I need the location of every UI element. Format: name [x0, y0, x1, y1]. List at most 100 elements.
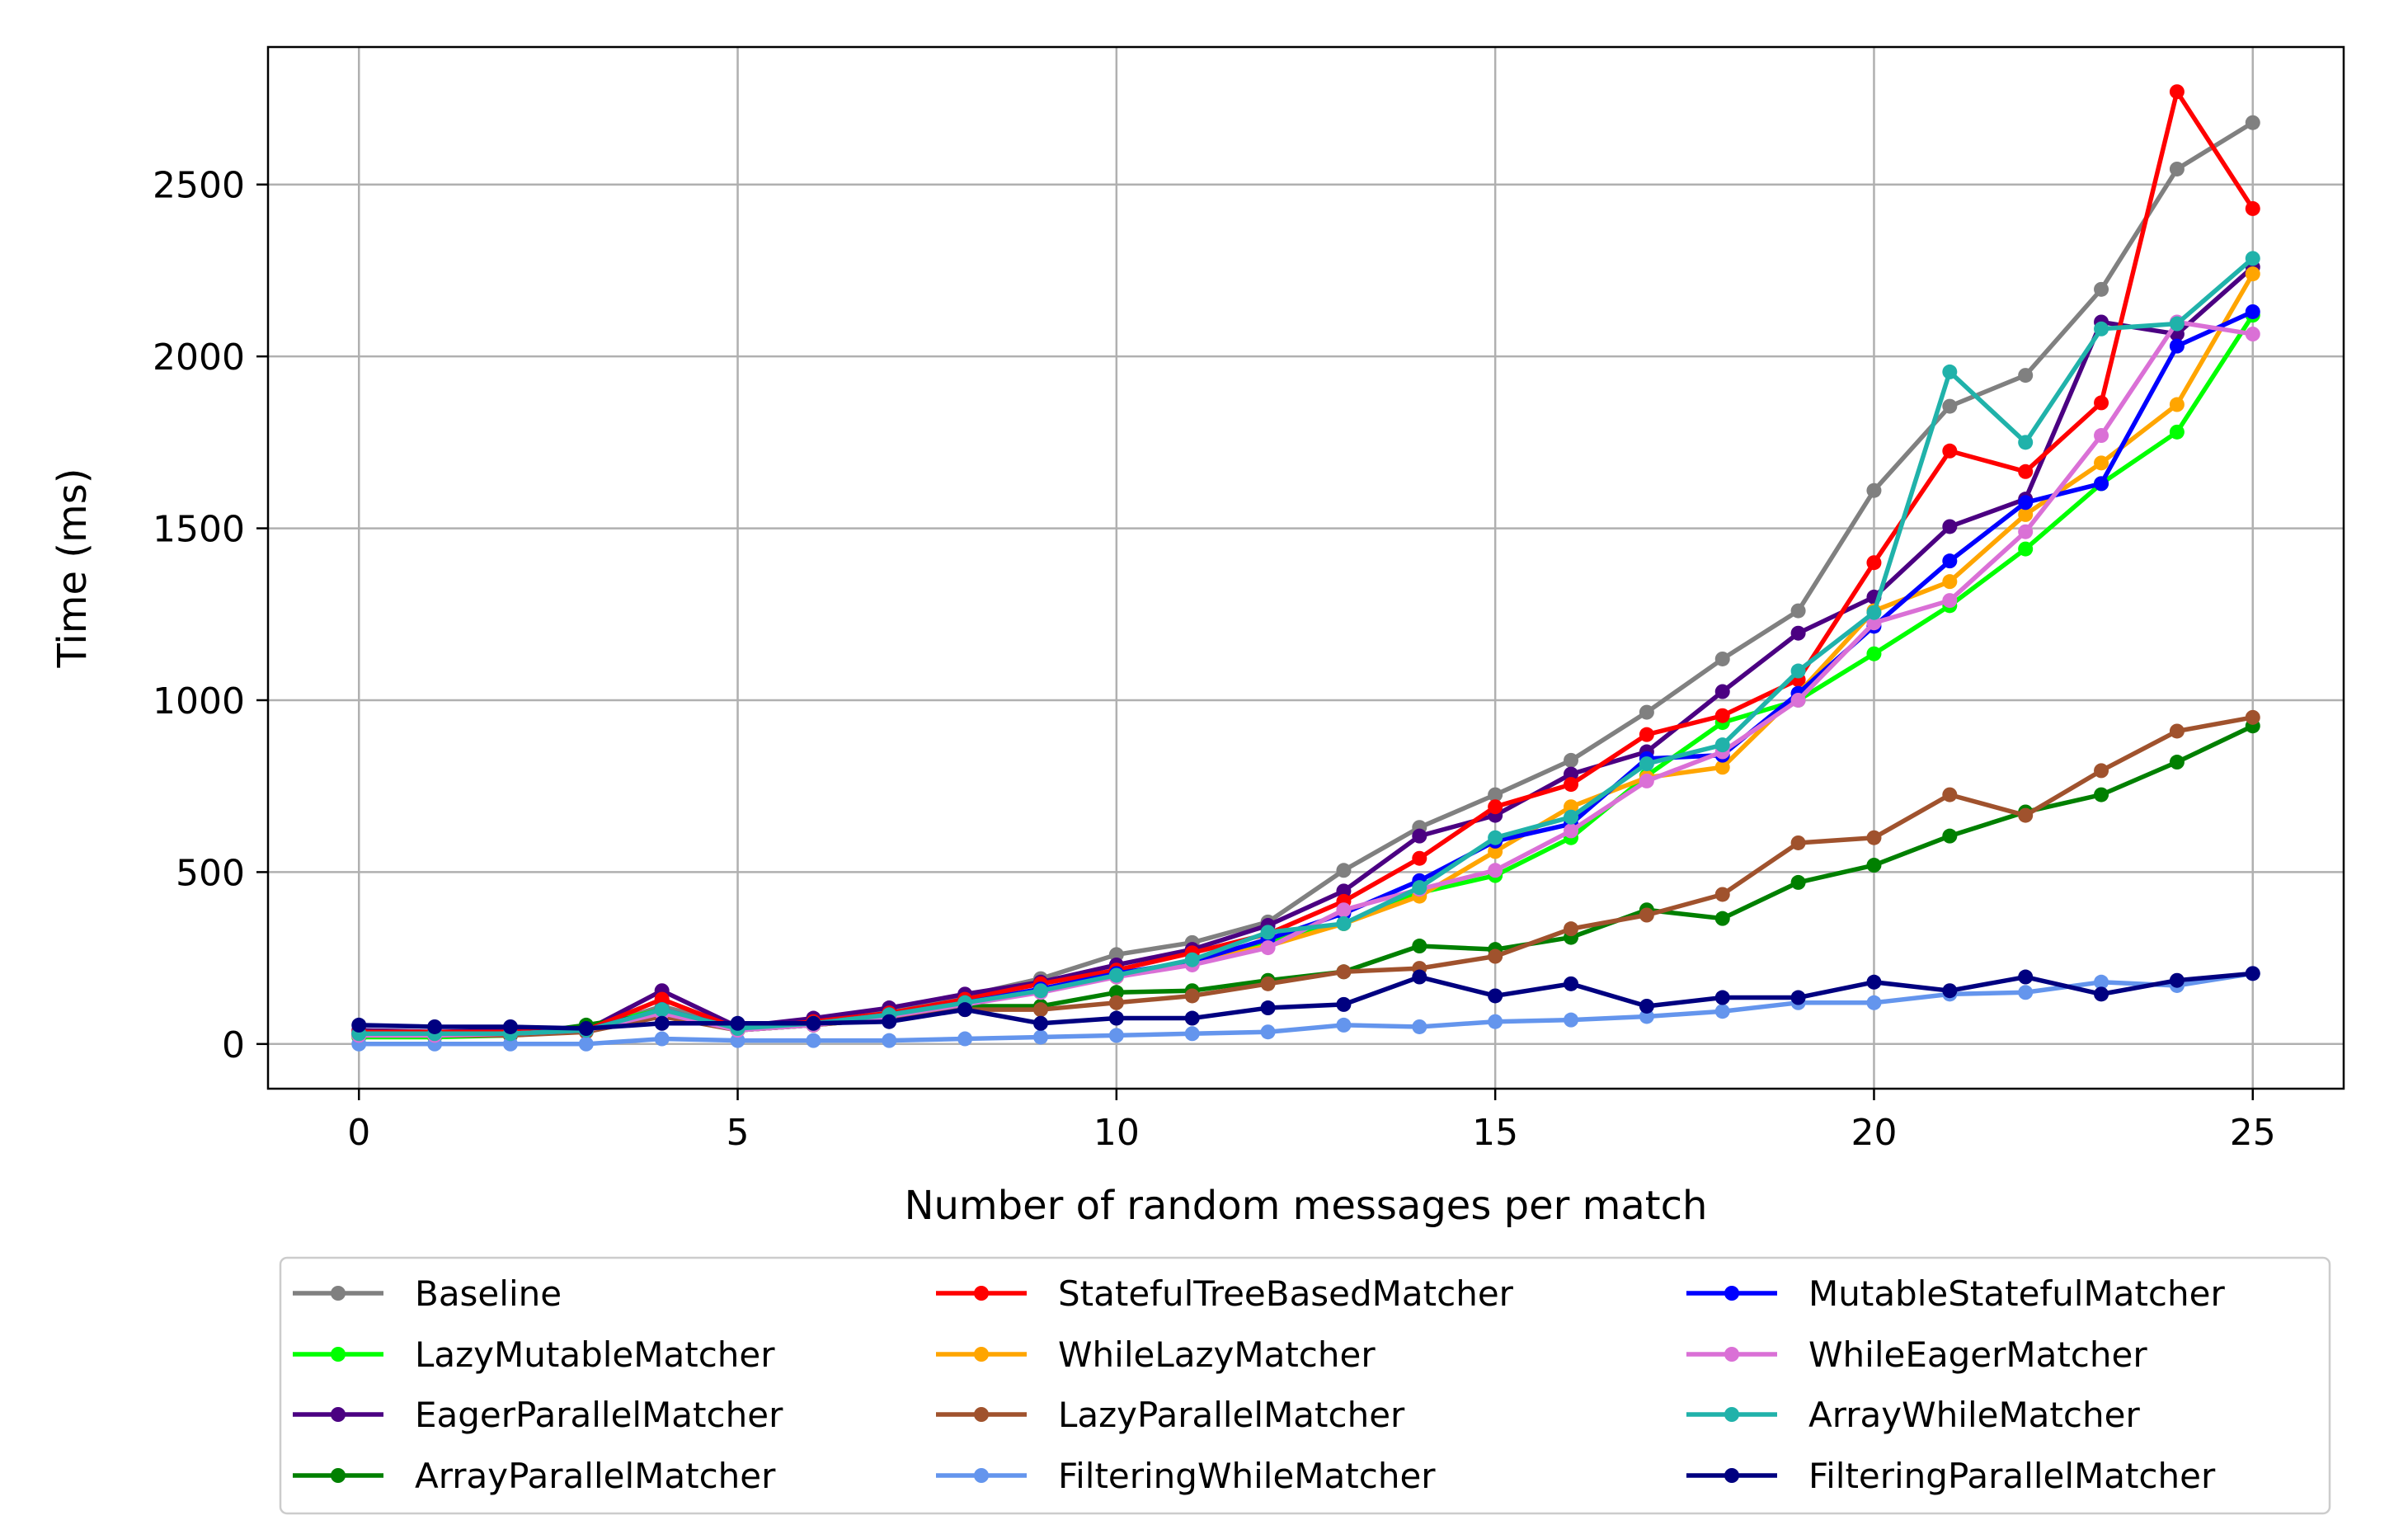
data-point [1639, 704, 1654, 720]
data-point [1866, 482, 1882, 498]
data-point [1790, 990, 1806, 1005]
data-point [1564, 809, 1579, 825]
legend-entry: ArrayWhileMatcher [1686, 1395, 2140, 1435]
legend-entry: MutableStatefulMatcher [1686, 1273, 2225, 1314]
data-point [1866, 995, 1882, 1010]
data-point [2169, 161, 2185, 176]
data-point [2094, 281, 2109, 297]
data-point [1564, 766, 1579, 782]
data-point [1564, 799, 1579, 815]
data-point [1866, 830, 1882, 845]
data-point [1488, 863, 1503, 878]
data-point [1790, 603, 1806, 619]
data-point [806, 1015, 821, 1031]
data-point [2169, 84, 2185, 100]
data-point [1639, 727, 1654, 742]
legend-entry: FilteringWhileMatcher [936, 1456, 1436, 1496]
data-point [2245, 709, 2260, 725]
data-point [1942, 787, 1958, 802]
data-point [1639, 998, 1654, 1014]
plot-frame [266, 45, 2345, 1090]
data-point [1714, 684, 1730, 699]
data-point [654, 1002, 670, 1018]
data-point [1564, 976, 1579, 991]
series-lines [351, 84, 2260, 1052]
data-point [2245, 966, 2260, 981]
legend: Baseline LazyMutableMatcher EagerParallelM… [279, 1256, 2331, 1515]
data-point [1108, 995, 1124, 1010]
legend-label: ArrayParallelMatcher [415, 1456, 776, 1496]
data-point [730, 1033, 745, 1048]
legend-entry: EagerParallelMatcher [293, 1395, 783, 1435]
data-point [1639, 756, 1654, 772]
data-point [1564, 777, 1579, 793]
legend-marker [1724, 1468, 1739, 1483]
data-point [1790, 874, 1806, 890]
data-point [1336, 902, 1352, 918]
data-point [1488, 799, 1503, 815]
series-line [359, 256, 2255, 1037]
data-point [1790, 835, 1806, 850]
data-point [1866, 555, 1882, 571]
legend-label: MutableStatefulMatcher [1808, 1273, 2225, 1314]
data-point [1942, 553, 1958, 569]
data-point [1336, 996, 1352, 1012]
data-point [1942, 574, 1958, 590]
data-point [1336, 1017, 1352, 1033]
data-point [1714, 651, 1730, 666]
data-point [2018, 435, 2034, 450]
data-point [1260, 925, 1276, 940]
x-tick-label: 5 [727, 1112, 750, 1154]
data-point [1336, 964, 1352, 980]
data-point [1639, 907, 1654, 923]
legend-box [279, 1256, 2331, 1515]
y-tick-label: 2000 [153, 337, 245, 379]
data-point [1866, 974, 1882, 990]
x-tick-label: 0 [347, 1112, 370, 1154]
data-point [1564, 752, 1579, 768]
data-point [1866, 646, 1882, 661]
data-point [1790, 663, 1806, 679]
legend-label: LazyParallelMatcher [1058, 1395, 1405, 1435]
data-point [2169, 338, 2185, 354]
grid [268, 47, 2344, 1089]
legend-marker [974, 1407, 989, 1422]
data-point [1714, 737, 1730, 753]
data-point [2094, 428, 2109, 444]
data-point [1866, 605, 1882, 620]
data-point [1412, 1019, 1427, 1034]
data-point [1564, 823, 1579, 839]
legend-marker [331, 1286, 346, 1301]
series-line [359, 89, 2255, 1034]
legend-label: FilteringParallelMatcher [1808, 1456, 2216, 1496]
data-point [1714, 760, 1730, 775]
data-point [2094, 986, 2109, 1002]
x-tick-label: 10 [1093, 1112, 1140, 1154]
data-point [2018, 541, 2034, 557]
data-point [1108, 1010, 1124, 1026]
data-point [2094, 395, 2109, 411]
data-point [1639, 773, 1654, 788]
legend-entry: WhileEagerMatcher [1686, 1334, 2147, 1375]
data-point [654, 991, 670, 1007]
y-tick-label: 0 [222, 1024, 245, 1066]
legend-entry: WhileLazyMatcher [936, 1334, 1376, 1375]
data-point [1336, 883, 1352, 899]
legend-marker [974, 1347, 989, 1362]
data-point [1108, 967, 1124, 983]
legend-label: Baseline [415, 1273, 562, 1314]
legend-entry: ArrayParallelMatcher [293, 1456, 776, 1496]
legend-marker [331, 1468, 346, 1483]
y-tick-label: 1500 [153, 509, 245, 551]
legend-marker [1724, 1286, 1739, 1301]
data-point [1866, 615, 1882, 631]
data-point [2169, 755, 2185, 770]
data-point [1942, 519, 1958, 534]
data-point [1260, 1024, 1276, 1040]
series-FilteringWhileMatcher [351, 966, 2260, 1052]
data-point [1336, 863, 1352, 878]
data-point [1714, 990, 1730, 1005]
series-line [359, 715, 2254, 1038]
data-point [1032, 1015, 1048, 1031]
